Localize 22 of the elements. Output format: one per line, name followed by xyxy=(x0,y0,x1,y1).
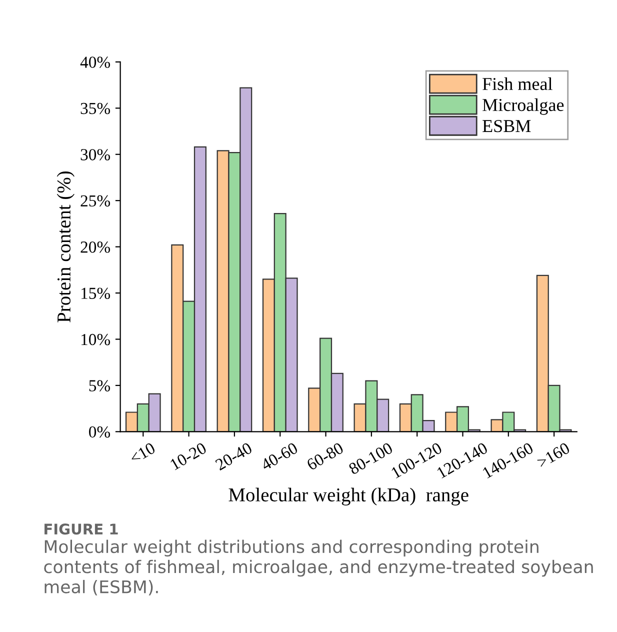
legend-label: ESBM xyxy=(482,120,531,132)
text: Molecular weight distributions and corresponding protein contents of fishmeal, microalgae, and enzyme-treated soybean meal (ESBM). xyxy=(44,540,593,596)
x-axis-title: Molecular weight (kDa) range xyxy=(228,488,468,506)
y-tick-label: 10% xyxy=(82,334,110,346)
x-tick-label: 60-80 xyxy=(306,442,344,471)
x-tick-label: >160 xyxy=(536,442,570,468)
y-tick-label: 5% xyxy=(89,380,110,392)
y-tick-label: 15% xyxy=(82,288,110,300)
x-tick-label: 10-20 xyxy=(170,442,208,470)
y-tick-label: 35% xyxy=(80,102,110,114)
y-tick-label: 30% xyxy=(80,149,110,160)
x-tick-label: 20-40 xyxy=(214,442,253,471)
y-axis-title: Protein content (%) xyxy=(56,172,74,322)
caption: FIGURE 1 xyxy=(44,524,118,535)
y-tick-label: 0% xyxy=(89,426,110,438)
legend-label: Fish meal xyxy=(482,77,552,90)
y-tick-label: 20% xyxy=(80,241,110,253)
x-tick-label: <10 xyxy=(129,442,156,464)
x-tick-label: 40-60 xyxy=(260,442,298,471)
y-tick-label: 40% xyxy=(80,56,110,68)
y-tick-label: 25% xyxy=(80,195,110,207)
legend-label: Microalgae xyxy=(482,98,564,115)
